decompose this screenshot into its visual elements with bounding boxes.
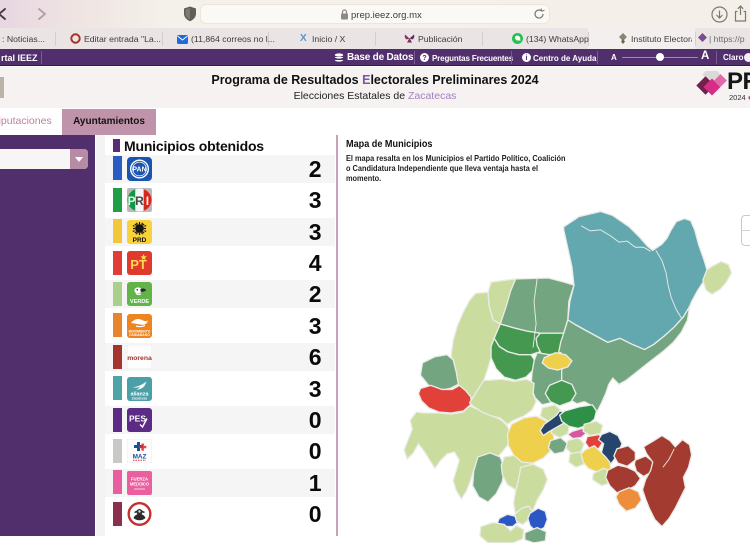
svg-text:P: P [127, 194, 135, 208]
svg-text:PRD: PRD [132, 237, 146, 244]
svg-text:morena: morena [127, 355, 152, 362]
svg-text:ME(X)ICO: ME(X)ICO [129, 481, 149, 486]
svg-text:FUERZA: FUERZA [131, 476, 148, 481]
svg-text:PES: PES [128, 413, 145, 423]
svg-text:alianza: alianza [130, 391, 149, 397]
svg-text:PAN: PAN [132, 166, 146, 173]
svg-text:?: ? [422, 55, 426, 62]
svg-text:VERDE: VERDE [129, 299, 149, 305]
svg-text:MOVIMIENTO: MOVIMIENTO [128, 329, 150, 333]
svg-text:i: i [526, 55, 528, 62]
svg-text:PT: PT [130, 257, 147, 272]
svg-text:R: R [135, 194, 144, 208]
svg-text:MAZ: MAZ [132, 454, 146, 461]
svg-text:CIUDADANO: CIUDADANO [129, 333, 150, 337]
svg-text:Zacatecas: Zacatecas [131, 396, 147, 400]
svg-text:I: I [145, 194, 148, 208]
